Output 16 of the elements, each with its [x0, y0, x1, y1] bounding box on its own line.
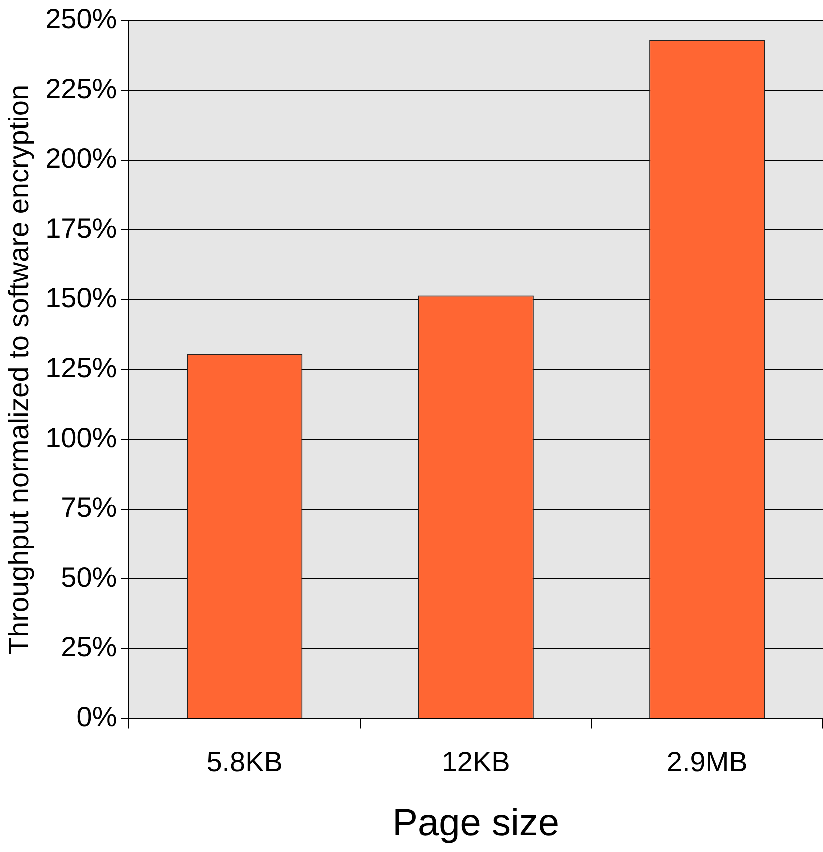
- y-tick-label: 150%: [46, 282, 118, 314]
- x-tick-label: 12KB: [442, 746, 510, 778]
- y-tick-label: 50%: [61, 562, 118, 593]
- y-tick-label: 0%: [76, 702, 118, 733]
- y-tick-label: 200%: [46, 143, 118, 174]
- y-tick-label: 125%: [46, 352, 118, 384]
- y-tick-label: 100%: [46, 422, 118, 454]
- y-axis-title: Throughput normalized to software encryption: [4, 84, 35, 655]
- y-tick-label: 250%: [46, 4, 118, 35]
- y-tick-label: 75%: [61, 492, 118, 524]
- y-tick-label: 225%: [46, 73, 118, 104]
- x-tick-label: 5.8KB: [206, 746, 283, 778]
- y-tick-label: 175%: [46, 212, 118, 244]
- x-axis-title: Page size: [392, 802, 560, 845]
- x-tick-label: 2.9MB: [666, 746, 748, 778]
- y-tick-label: 25%: [61, 632, 118, 663]
